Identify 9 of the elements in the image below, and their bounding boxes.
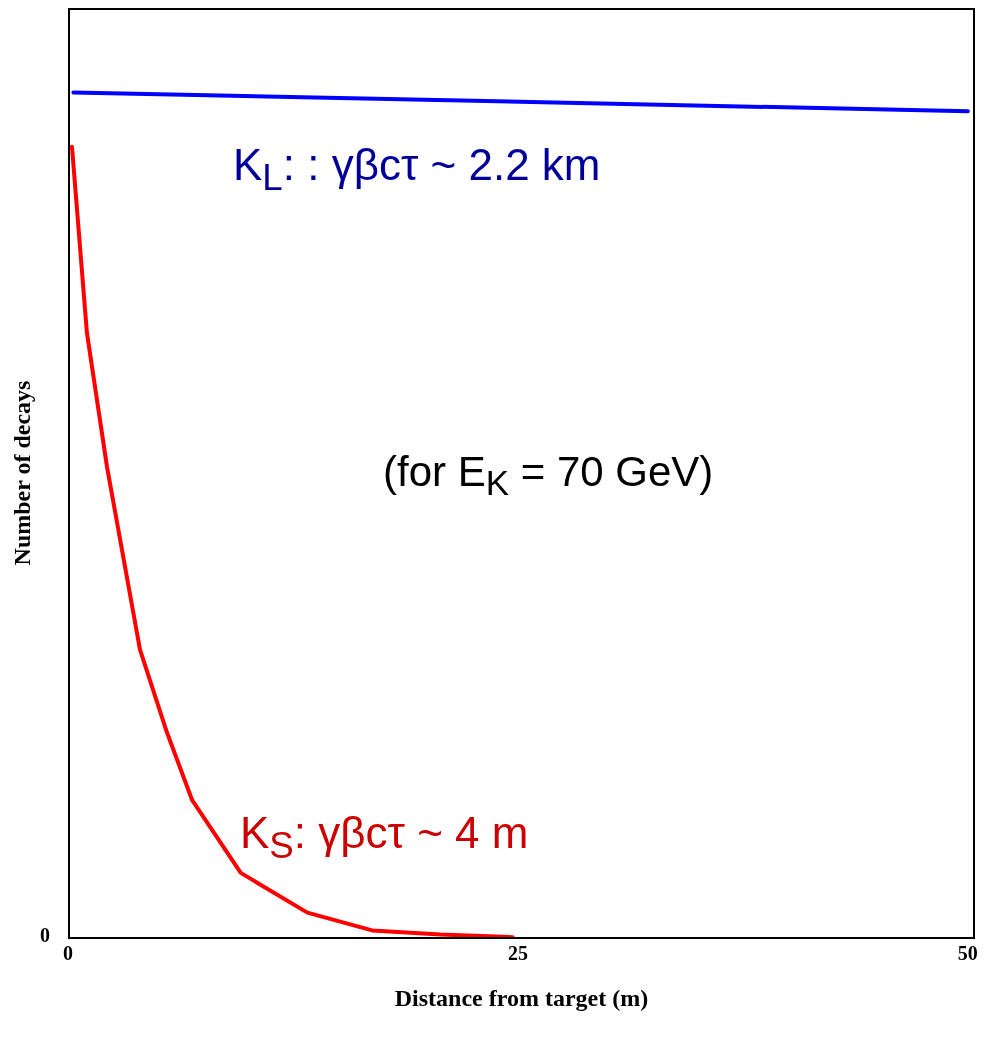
- x-axis-title: Distance from target (m): [394, 985, 649, 1011]
- text: 0: [40, 924, 50, 947]
- annotation: (for E$_{K}$ = 70 GeV): [383, 448, 714, 504]
- series-label: K$_{S}$: γβcτ ~ 4 m: [240, 808, 529, 867]
- x-tick-label: 50: [957, 942, 978, 965]
- y-axis-title: Number of decays: [8, 380, 36, 566]
- x-tick-label: 0: [63, 942, 73, 965]
- x-tick-label: 25: [507, 942, 528, 965]
- series-label: K$_{L}$: : γβcτ ~ 2.2 km: [233, 140, 601, 199]
